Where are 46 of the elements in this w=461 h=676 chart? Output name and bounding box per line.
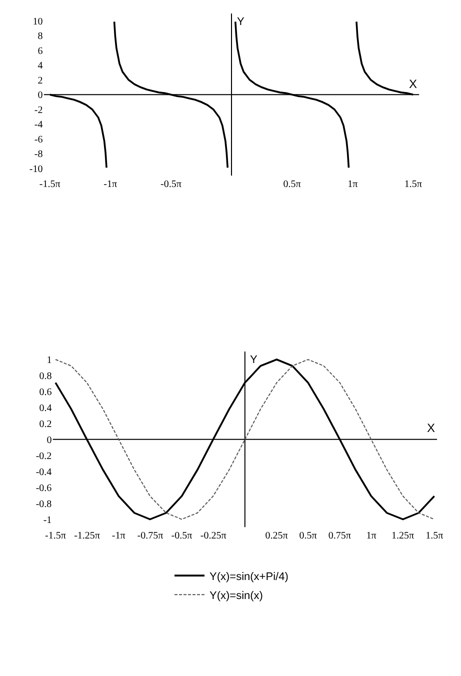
y-tick-label: -0.4 <box>36 466 52 478</box>
y-tick-label: 4 <box>38 60 43 72</box>
x-tick-label: 1.25π <box>392 530 414 542</box>
y-tick-label: -8 <box>34 149 43 160</box>
y-axis-title: Y <box>237 16 245 28</box>
y-tick-label: 0.2 <box>39 418 52 430</box>
x-tick-label: -1π <box>112 530 126 542</box>
y-tick-label: -2 <box>34 104 43 116</box>
x-tick-label: -0.5π <box>160 178 182 190</box>
y-tick-label: -4 <box>34 120 43 131</box>
x-tick-label: -1.5π <box>44 530 66 542</box>
x-tick-label: -0.75π <box>137 530 164 542</box>
y-tick-label: -10 <box>29 164 43 175</box>
x-tick-label: 0.75π <box>328 530 351 542</box>
y-tick-label: 2 <box>38 75 43 86</box>
y-tick-label: 0.8 <box>39 370 52 382</box>
y-tick-label: 10 <box>32 16 43 28</box>
x-tick-label: 1.5π <box>404 178 422 190</box>
y-tick-label: 8 <box>38 31 43 42</box>
x-tick-label: 0.5π <box>299 530 317 542</box>
y-tick-label: 0 <box>38 90 43 102</box>
x-tick-label: -1.25π <box>74 530 100 542</box>
y-tick-label: -6 <box>34 134 43 146</box>
x-tick-label: -1.5π <box>39 178 60 190</box>
legend-label: Y(x)=sin(x) <box>210 590 263 602</box>
y-tick-label: 1 <box>46 355 52 366</box>
legend-label: Y(x)=sin(x+Pi/4) <box>210 570 288 583</box>
x-tick-label: 1π <box>348 178 358 190</box>
y-tick-label: 0 <box>46 434 52 446</box>
x-tick-label: -0.25π <box>200 530 226 542</box>
y-axis-title: Y <box>250 354 258 366</box>
x-axis-title: X <box>409 77 418 91</box>
y-tick-label: 0.6 <box>39 386 52 398</box>
x-tick-label: -1π <box>104 178 118 190</box>
y-tick-label: -1 <box>43 514 52 526</box>
y-tick-label: -0.8 <box>36 498 52 510</box>
y-tick-label: -0.2 <box>36 450 52 462</box>
x-tick-label: 0.5π <box>283 178 301 190</box>
y-tick-label: 0.4 <box>39 402 52 414</box>
y-tick-label: 6 <box>38 46 43 57</box>
x-axis-title: X <box>427 421 436 435</box>
x-tick-label: -0.5π <box>171 530 192 542</box>
y-tick-label: -0.6 <box>36 482 52 494</box>
x-tick-label: 1.5π <box>426 530 444 542</box>
x-tick-label: 1π <box>366 530 376 542</box>
x-tick-label: 0.25π <box>265 530 288 542</box>
